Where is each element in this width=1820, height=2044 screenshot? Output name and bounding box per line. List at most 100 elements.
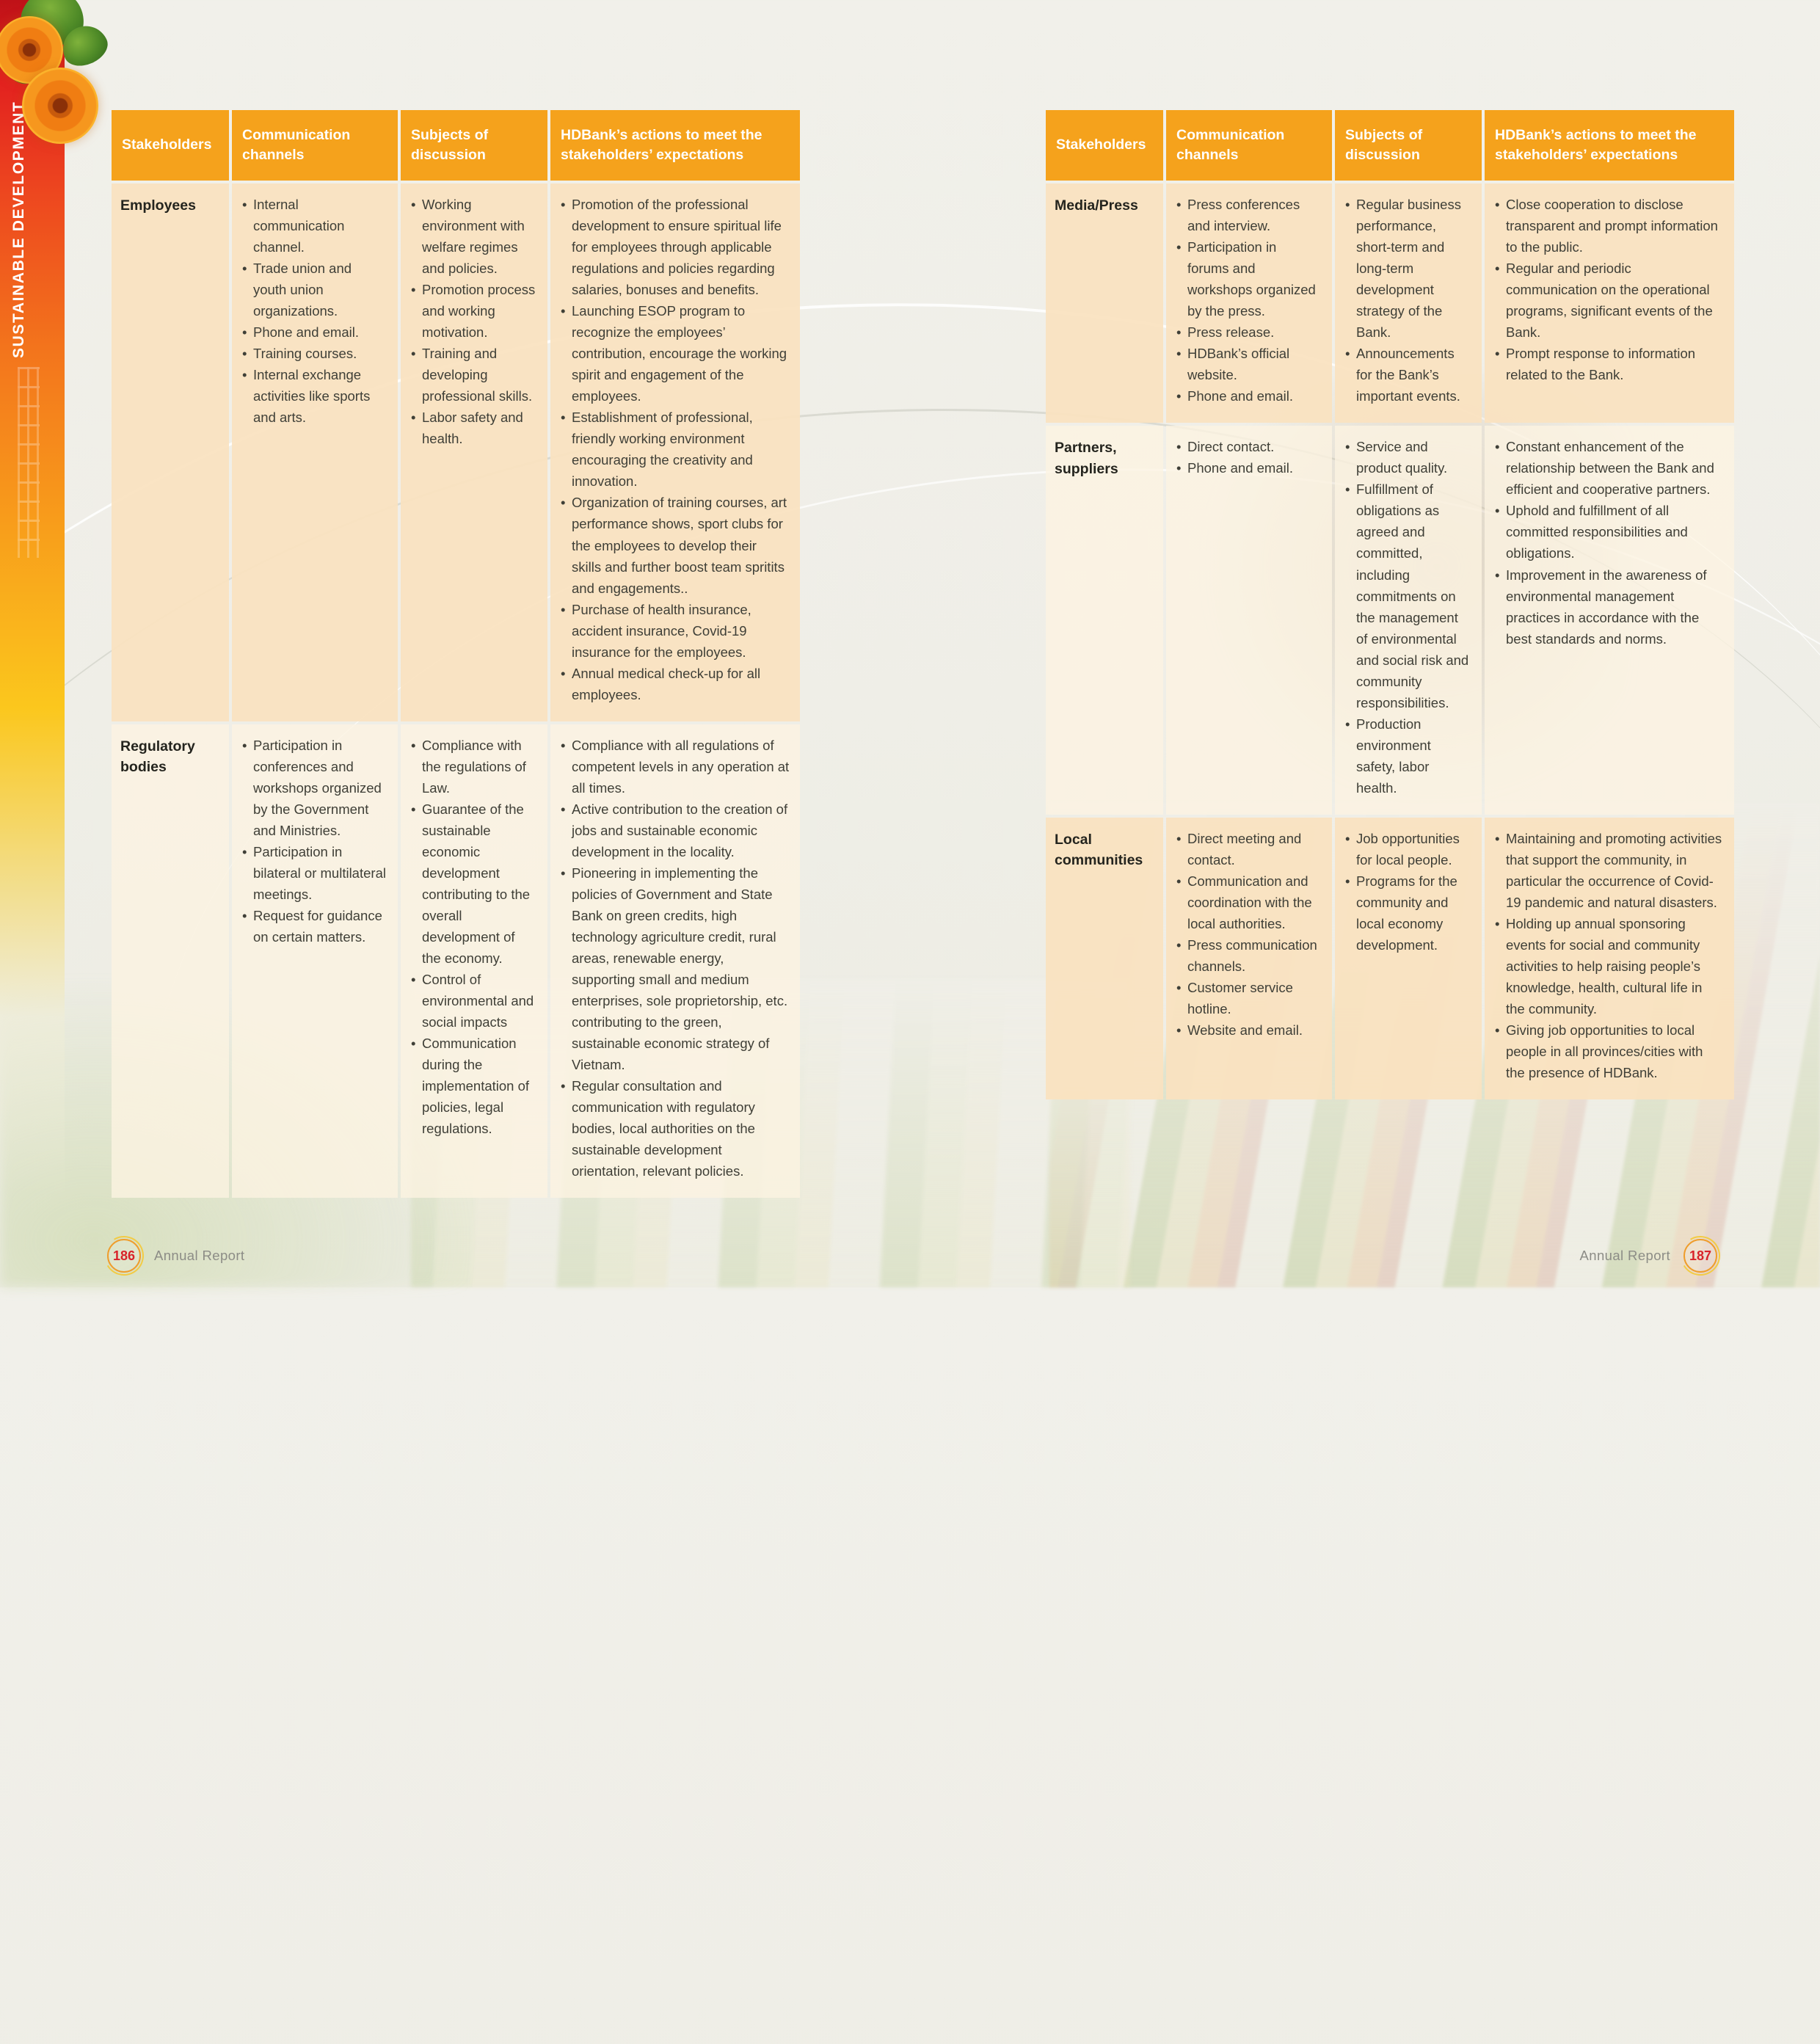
flower-decoration bbox=[0, 0, 113, 154]
column-header-1: Communication channels bbox=[232, 110, 398, 181]
bullet-list: Close cooperation to disclose transparen… bbox=[1493, 194, 1724, 385]
footer-left: 186 Annual Report bbox=[107, 1239, 244, 1273]
column-header-1: Communication channels bbox=[1166, 110, 1332, 181]
bullet-list: Maintaining and promoting activities tha… bbox=[1493, 828, 1724, 1083]
page-number-badge: 186 bbox=[107, 1239, 141, 1273]
bullet-item: Annual medical check-up for all employee… bbox=[559, 663, 790, 705]
column-header-3: HDBank’s actions to meet the stakeholder… bbox=[1485, 110, 1734, 181]
column-header-0: Stakeholders bbox=[112, 110, 229, 181]
bullet-item: Direct contact. bbox=[1175, 436, 1322, 457]
bullet-item: Control of environmental and social impa… bbox=[410, 969, 537, 1033]
bullet-list: Direct contact.Phone and email. bbox=[1175, 436, 1322, 479]
bullet-item: Phone and email. bbox=[1175, 457, 1322, 479]
cell-stakeholder-media-press: Media/Press bbox=[1046, 183, 1163, 423]
bullet-item: Maintaining and promoting activities tha… bbox=[1493, 828, 1724, 913]
cell-local-communities-channels: Direct meeting and contact.Communication… bbox=[1166, 817, 1332, 1100]
bullet-item: Job opportunities for local people. bbox=[1344, 828, 1471, 870]
bullet-item: Regular consultation and communication w… bbox=[559, 1075, 790, 1182]
bullet-item: Close cooperation to disclose transparen… bbox=[1493, 194, 1724, 258]
bullet-list: Participation in conferences and worksho… bbox=[241, 735, 387, 948]
column-header-0: Stakeholders bbox=[1046, 110, 1163, 181]
bullet-list: Direct meeting and contact.Communication… bbox=[1175, 828, 1322, 1041]
bullet-item: Trade union and youth union organization… bbox=[241, 258, 387, 321]
bullet-list: Compliance with all regulations of compe… bbox=[559, 735, 790, 1182]
stakeholder-table-right: Stakeholders Communication channels Subjec… bbox=[1046, 110, 1734, 1100]
cell-partners-suppliers-subjects: Service and product quality.Fulfillment … bbox=[1335, 426, 1482, 815]
bullet-item: Organization of training courses, art pe… bbox=[559, 492, 790, 598]
bullet-item: Communication and coordination with the … bbox=[1175, 870, 1322, 934]
bullet-item: Press release. bbox=[1175, 321, 1322, 343]
cell-regulatory-bodies-subjects: Compliance with the regulations of Law.G… bbox=[401, 724, 547, 1199]
cell-employees-channels: Internal communication channel.Trade uni… bbox=[232, 183, 398, 721]
bullet-item: Service and product quality. bbox=[1344, 436, 1471, 479]
cell-regulatory-bodies-channels: Participation in conferences and worksho… bbox=[232, 724, 398, 1199]
bullet-item: HDBank’s official website. bbox=[1175, 343, 1322, 385]
cell-regulatory-bodies-actions: Compliance with all regulations of compe… bbox=[550, 724, 800, 1199]
bullet-item: Regular and periodic communication on th… bbox=[1493, 258, 1724, 343]
bullet-item: Improvement in the awareness of environm… bbox=[1493, 564, 1724, 650]
bullet-item: Internal communication channel. bbox=[241, 194, 387, 258]
bullet-item: Training and developing professional ski… bbox=[410, 343, 537, 407]
bullet-item: Uphold and fulfillment of all committed … bbox=[1493, 500, 1724, 564]
cell-stakeholder-partners-suppliers: Partners, suppliers bbox=[1046, 426, 1163, 815]
cell-employees-actions: Promotion of the professional developmen… bbox=[550, 183, 800, 721]
bullet-item: Training courses. bbox=[241, 343, 387, 364]
cell-stakeholder-local-communities: Local communities bbox=[1046, 817, 1163, 1100]
bullet-item: Press conferences and interview. bbox=[1175, 194, 1322, 236]
bullet-item: Customer service hotline. bbox=[1175, 977, 1322, 1019]
bullet-item: Giving job opportunities to local people… bbox=[1493, 1019, 1724, 1083]
bullet-item: Guarantee of the sustainable economic de… bbox=[410, 799, 537, 969]
bullet-item: Press communication channels. bbox=[1175, 934, 1322, 977]
cell-media-press-actions: Close cooperation to disclose transparen… bbox=[1485, 183, 1734, 423]
chapter-color-strip bbox=[0, 0, 65, 1287]
bullet-item: Promotion of the professional developmen… bbox=[559, 194, 790, 300]
column-header-2: Subjects of discussion bbox=[401, 110, 547, 181]
circuit-pattern bbox=[18, 367, 40, 558]
bullet-list: Constant enhancement of the relationship… bbox=[1493, 436, 1724, 649]
cell-media-press-subjects: Regular business performance, short-term… bbox=[1335, 183, 1482, 423]
bullet-item: Regular business performance, short-term… bbox=[1344, 194, 1471, 343]
bullet-item: Constant enhancement of the relationship… bbox=[1493, 436, 1724, 500]
bullet-item: Active contribution to the creation of j… bbox=[559, 799, 790, 862]
bullet-item: Phone and email. bbox=[241, 321, 387, 343]
bullet-list: Service and product quality.Fulfillment … bbox=[1344, 436, 1471, 799]
cell-stakeholder-employees: Employees bbox=[112, 183, 229, 721]
bullet-list: Regular business performance, short-term… bbox=[1344, 194, 1471, 407]
footer-right: Annual Report 187 bbox=[1580, 1239, 1717, 1273]
bullet-list: Compliance with the regulations of Law.G… bbox=[410, 735, 537, 1140]
footer-label: Annual Report bbox=[1579, 1248, 1670, 1263]
bullet-item: Request for guidance on certain matters. bbox=[241, 905, 387, 948]
bullet-item: Compliance with all regulations of compe… bbox=[559, 735, 790, 799]
bullet-item: Participation in forums and workshops or… bbox=[1175, 236, 1322, 321]
bullet-item: Fulfillment of obligations as agreed and… bbox=[1344, 479, 1471, 713]
bullet-item: Participation in conferences and worksho… bbox=[241, 735, 387, 841]
column-header-2: Subjects of discussion bbox=[1335, 110, 1482, 181]
bullet-item: Establishment of professional, friendly … bbox=[559, 407, 790, 492]
bullet-item: Holding up annual sponsoring events for … bbox=[1493, 913, 1724, 1019]
bullet-item: Launching ESOP program to recognize the … bbox=[559, 300, 790, 407]
cell-employees-subjects: Working environment with welfare regimes… bbox=[401, 183, 547, 721]
cell-local-communities-actions: Maintaining and promoting activities tha… bbox=[1485, 817, 1734, 1100]
bullet-item: Promotion process and working motivation… bbox=[410, 279, 537, 343]
bullet-item: Compliance with the regulations of Law. bbox=[410, 735, 537, 799]
bullet-item: Pioneering in implementing the policies … bbox=[559, 862, 790, 1075]
gerbera-flower-graphic bbox=[22, 68, 98, 144]
bullet-item: Purchase of health insurance, accident i… bbox=[559, 599, 790, 663]
footer-label: Annual Report bbox=[154, 1248, 245, 1263]
bullet-item: Labor safety and health. bbox=[410, 407, 537, 449]
bullet-item: Website and email. bbox=[1175, 1019, 1322, 1041]
bullet-item: Phone and email. bbox=[1175, 385, 1322, 407]
bullet-list: Working environment with welfare regimes… bbox=[410, 194, 537, 449]
cell-local-communities-subjects: Job opportunities for local people.Progr… bbox=[1335, 817, 1482, 1100]
column-header-3: HDBank’s actions to meet the stakeholder… bbox=[550, 110, 800, 181]
bullet-list: Press conferences and interview.Particip… bbox=[1175, 194, 1322, 407]
cell-partners-suppliers-actions: Constant enhancement of the relationship… bbox=[1485, 426, 1734, 815]
bullet-list: Internal communication channel.Trade uni… bbox=[241, 194, 387, 428]
bullet-item: Internal exchange activities like sports… bbox=[241, 364, 387, 428]
bullet-item: Programs for the community and local eco… bbox=[1344, 870, 1471, 956]
stakeholder-table-left: Stakeholders Communication channels Subjec… bbox=[112, 110, 800, 1199]
bullet-item: Prompt response to information related t… bbox=[1493, 343, 1724, 385]
bullet-item: Announcements for the Bank’s important e… bbox=[1344, 343, 1471, 407]
bullet-item: Working environment with welfare regimes… bbox=[410, 194, 537, 279]
report-page: SUSTAINABLE DEVELOPMENT Stakeholders Comm… bbox=[0, 0, 1820, 1287]
